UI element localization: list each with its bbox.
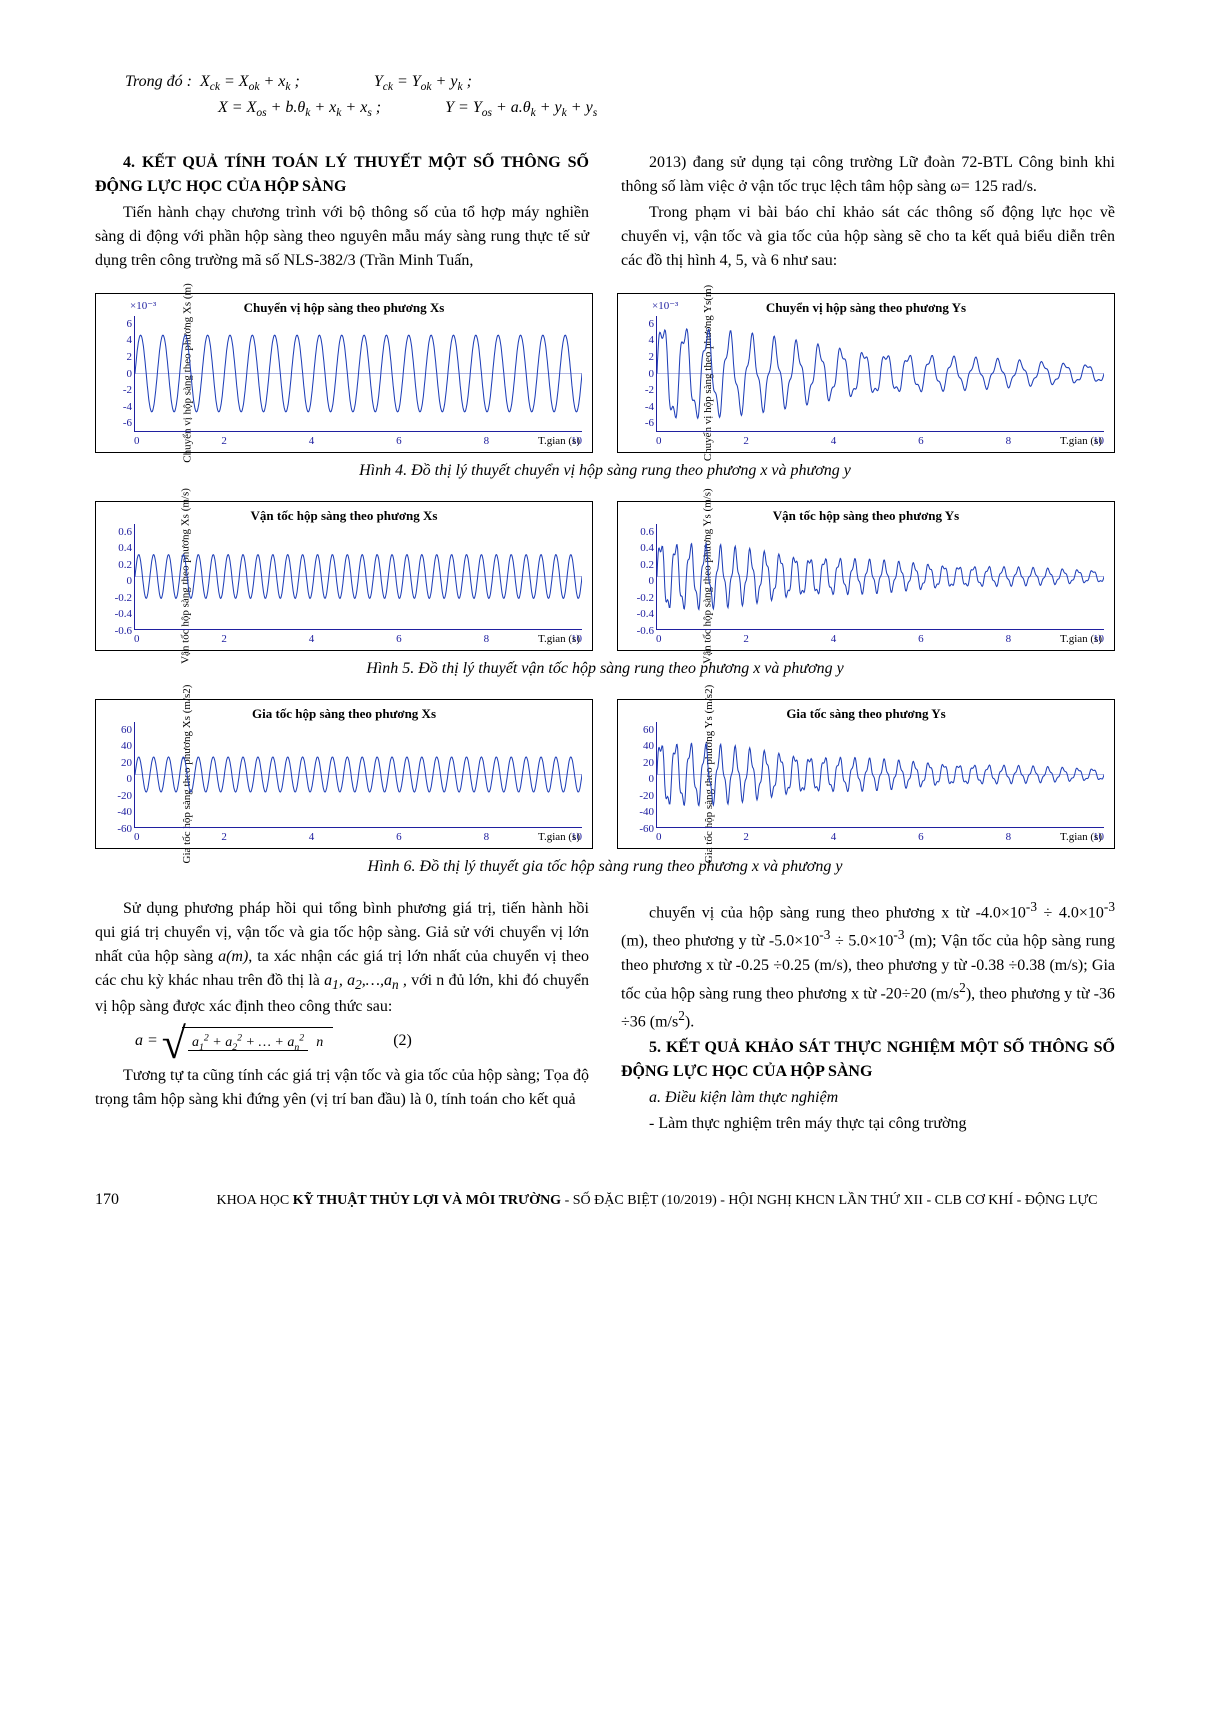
- page-number: 170: [95, 1188, 119, 1212]
- chart-yticks: 6040200-20-40-60: [636, 722, 654, 828]
- section5-heading: 5. KẾT QUẢ KHẢO SÁT THỰC NGHIỆM MỘT SỐ T…: [621, 1036, 1115, 1084]
- figure4-row: Chuyển vị hộp sàng theo phương Xs×10⁻³Ch…: [95, 293, 1115, 453]
- section4-right-p2: Trong phạm vi bài báo chỉ khảo sát các t…: [621, 201, 1115, 273]
- figure6-row: Gia tốc hộp sàng theo phương XsGia tốc h…: [95, 699, 1115, 849]
- equation-line1b: Yck = Yok + yk ;: [374, 73, 472, 90]
- chart-xlabel: T.gian (s): [538, 433, 580, 450]
- chart-title: Vận tốc hộp sàng theo phương Ys: [624, 506, 1108, 526]
- section4-columns: 4. KẾT QUẢ TÍNH TOÁN LÝ THUYẾT MỘT SỐ TH…: [95, 151, 1115, 275]
- lower-right-p1: chuyển vị của hộp sàng rung theo phương …: [621, 897, 1115, 1034]
- chart-xticks: 0246810: [134, 631, 582, 648]
- equation-line2b: Y = Yos + a.θk + yk + ys: [445, 99, 597, 116]
- lower-left-p2: Tương tự ta cũng tính các giá trị vận tố…: [95, 1064, 589, 1112]
- section5-p1: - Làm thực nghiệm trên máy thực tại công…: [621, 1112, 1115, 1136]
- chart-plot-area: [656, 524, 1104, 630]
- footer-text: KHOA HỌC KỸ THUẬT THỦY LỢI VÀ MÔI TRƯỜNG…: [199, 1190, 1115, 1211]
- equation-2: a = √ a12 + a22 + … + an2 n (2): [95, 1027, 589, 1055]
- lower-left-p1: Sử dụng phương pháp hồi qui tổng bình ph…: [95, 897, 589, 1019]
- chart-exponent: ×10⁻³: [652, 298, 678, 315]
- figure6-right-panel: Gia tốc sàng theo phương YsGia tốc hộp s…: [617, 699, 1115, 849]
- section4-left-p1: Tiến hành chạy chương trình với bộ thông…: [95, 201, 589, 273]
- equation-line1a: Xck = Xok + xk ;: [200, 73, 300, 90]
- figure4-right-panel: Chuyển vị hộp sàng theo phương Ys×10⁻³Ch…: [617, 293, 1115, 453]
- page-footer: 170 KHOA HỌC KỸ THUẬT THỦY LỢI VÀ MÔI TR…: [95, 1188, 1115, 1212]
- chart-xlabel: T.gian (s): [1060, 433, 1102, 450]
- figure6-left-panel: Gia tốc hộp sàng theo phương XsGia tốc h…: [95, 699, 593, 849]
- chart-xlabel: T.gian (s): [1060, 631, 1102, 648]
- chart-exponent: ×10⁻³: [130, 298, 156, 315]
- chart-plot-area: [134, 316, 582, 432]
- chart-yticks: 6420-2-4-6: [114, 316, 132, 432]
- section5-sub-a: a. Điều kiện làm thực nghiệm: [621, 1086, 1115, 1110]
- lower-columns: Sử dụng phương pháp hồi qui tổng bình ph…: [95, 897, 1115, 1138]
- figure4-caption: Hình 4. Đồ thị lý thuyết chuyển vị hộp s…: [95, 459, 1115, 483]
- chart-plot-area: [134, 524, 582, 630]
- chart-xticks: 0246810: [656, 631, 1104, 648]
- equation-block: Trong đó : Xck = Xok + xk ; Yck = Yok + …: [95, 70, 1115, 123]
- figure5-left-panel: Vận tốc hộp sàng theo phương XsVận tốc h…: [95, 501, 593, 651]
- chart-title: Chuyển vị hộp sàng theo phương Xs: [102, 298, 586, 318]
- chart-plot-area: [656, 722, 1104, 828]
- chart-yticks: 6420-2-4-6: [636, 316, 654, 432]
- chart-yticks: 6040200-20-40-60: [114, 722, 132, 828]
- chart-xlabel: T.gian (s): [1060, 829, 1102, 846]
- chart-xlabel: T.gian (s): [538, 631, 580, 648]
- figure4-left-panel: Chuyển vị hộp sàng theo phương Xs×10⁻³Ch…: [95, 293, 593, 453]
- chart-title: Chuyển vị hộp sàng theo phương Ys: [624, 298, 1108, 318]
- chart-xlabel: T.gian (s): [538, 829, 580, 846]
- chart-title: Gia tốc sàng theo phương Ys: [624, 704, 1108, 724]
- chart-xticks: 0246810: [134, 433, 582, 450]
- equation-line2a: X = Xos + b.θk + xk + xs ;: [218, 99, 381, 116]
- equation-2-number: (2): [393, 1029, 412, 1053]
- figure5-row: Vận tốc hộp sàng theo phương Xs Vận tốc h…: [95, 501, 1115, 651]
- section4-right-p1: 2013) đang sử dụng tại công trường Lữ đo…: [621, 151, 1115, 199]
- section4-heading: 4. KẾT QUẢ TÍNH TOÁN LÝ THUYẾT MỘT SỐ TH…: [95, 151, 589, 199]
- chart-xticks: 0246810: [656, 433, 1104, 450]
- figure5-right-panel: Vận tốc hộp sàng theo phương YsVận tốc h…: [617, 501, 1115, 651]
- figure5-caption: Hình 5. Đồ thị lý thuyết vận tốc hộp sàn…: [95, 657, 1115, 681]
- chart-title: Vận tốc hộp sàng theo phương Xs: [102, 506, 586, 526]
- chart-yticks: 0.60.40.20-0.2-0.4-0.6: [114, 524, 132, 630]
- figure6-caption: Hình 6. Đồ thị lý thuyết gia tốc hộp sàn…: [95, 855, 1115, 879]
- chart-plot-area: [134, 722, 582, 828]
- equation-prefix: Trong đó :: [125, 73, 192, 90]
- chart-xticks: 0246810: [134, 829, 582, 846]
- chart-title: Gia tốc hộp sàng theo phương Xs: [102, 704, 586, 724]
- chart-yticks: 0.60.40.20-0.2-0.4-0.6: [636, 524, 654, 630]
- chart-plot-area: [656, 316, 1104, 432]
- chart-xticks: 0246810: [656, 829, 1104, 846]
